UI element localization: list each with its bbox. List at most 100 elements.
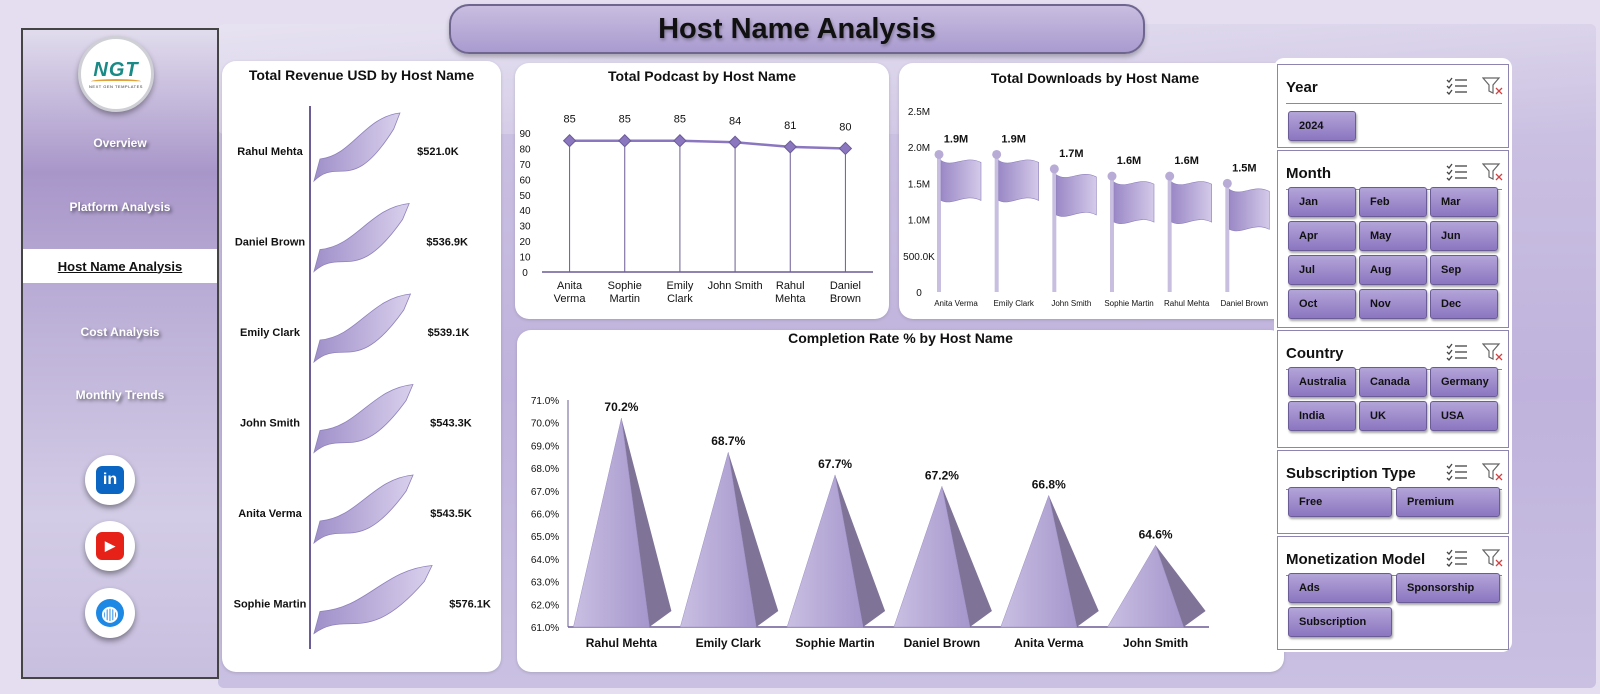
slicer-item-jan[interactable]: Jan xyxy=(1288,187,1356,217)
podcast-y-tick: 20 xyxy=(519,237,531,248)
slicer-item-sep[interactable]: Sep xyxy=(1430,255,1498,285)
slicer-item-2024[interactable]: 2024 xyxy=(1288,111,1356,141)
clear-filter-icon[interactable] xyxy=(1482,77,1504,95)
slicer-item-jul[interactable]: Jul xyxy=(1288,255,1356,285)
slicer-item-germany[interactable]: Germany xyxy=(1430,367,1498,397)
nav-item-platform-analysis[interactable]: Platform Analysis xyxy=(69,200,171,214)
completion-bar xyxy=(893,485,971,628)
linkedin-icon: in xyxy=(96,466,124,494)
completion-chart-title: Completion Rate % by Host Name xyxy=(788,330,1013,346)
podcast-data-label: 81 xyxy=(784,120,796,132)
completion-chart: 71.0% 70.0% 69.0% 68.0% 67.0% 66.0% 65.0% 64.0%… xyxy=(531,396,1209,650)
slicer-item-ads[interactable]: Ads xyxy=(1288,573,1392,603)
clear-filter-icon[interactable] xyxy=(1482,163,1504,181)
completion-y-tick: 65.0% xyxy=(531,532,559,543)
downloads-pole-cap xyxy=(1222,178,1232,188)
podcast-y-tick: 30 xyxy=(519,222,531,233)
slicer-item-feb[interactable]: Feb xyxy=(1359,187,1427,217)
completion-x-tick: Anita Verma xyxy=(1014,636,1084,650)
slicer-item-mar[interactable]: Mar xyxy=(1430,187,1498,217)
slicer-item-australia[interactable]: Australia xyxy=(1288,367,1356,397)
podcast-x-tick: Brown xyxy=(830,293,861,305)
podcast-point xyxy=(562,134,577,148)
linkedin-button[interactable]: in xyxy=(85,455,135,505)
slicer-item-uk[interactable]: UK xyxy=(1359,401,1427,431)
podcast-x-tick: Martin xyxy=(609,293,640,305)
revenue-data-label: $539.1K xyxy=(428,327,470,339)
nav-item-monthly-trends[interactable]: Monthly Trends xyxy=(75,388,165,402)
multi-select-icon[interactable] xyxy=(1446,343,1468,361)
podcast-y-tick: 70 xyxy=(519,160,531,171)
slicer-month-title: Month xyxy=(1286,165,1331,182)
downloads-x-tick: Sophie Martin xyxy=(1104,299,1153,308)
website-button[interactable]: ◍ xyxy=(85,588,135,638)
completion-bar-side xyxy=(621,418,672,627)
slicer-item-may[interactable]: May xyxy=(1359,221,1427,251)
completion-data-label: 66.8% xyxy=(1032,477,1066,491)
slicer-item-subscription[interactable]: Subscription xyxy=(1288,607,1392,637)
podcast-x-tick: Emily xyxy=(666,280,693,292)
multi-select-icon[interactable] xyxy=(1446,549,1468,567)
revenue-bar xyxy=(313,293,412,364)
nav-item-cost-analysis[interactable]: Cost Analysis xyxy=(80,325,160,339)
slicer-year-title: Year xyxy=(1286,79,1318,96)
revenue-category-label: Daniel Brown xyxy=(235,237,306,249)
multi-select-icon[interactable] xyxy=(1446,163,1468,181)
downloads-y-tick: 500.0K xyxy=(903,252,935,263)
revenue-category-label: Rahul Mehta xyxy=(237,146,303,158)
multi-select-icon[interactable] xyxy=(1446,463,1468,481)
podcast-y-tick: 80 xyxy=(519,144,531,155)
podcast-x-tick: Mehta xyxy=(775,293,806,305)
revenue-data-label: $536.9K xyxy=(426,237,468,249)
slicer-item-aug[interactable]: Aug xyxy=(1359,255,1427,285)
revenue-data-label: $543.5K xyxy=(430,508,472,520)
slicer-item-nov[interactable]: Nov xyxy=(1359,289,1427,319)
clear-filter-icon[interactable] xyxy=(1482,343,1504,361)
slicer-subscription-type: Subscription Type Free Premium xyxy=(1277,450,1509,534)
clear-filter-icon[interactable] xyxy=(1482,463,1504,481)
completion-bar xyxy=(786,474,864,628)
nav-item-overview[interactable]: Overview xyxy=(93,136,147,150)
completion-y-tick: 61.0% xyxy=(531,623,559,634)
slicer-item-india[interactable]: India xyxy=(1288,401,1356,431)
slicer-item-apr[interactable]: Apr xyxy=(1288,221,1356,251)
slicer-item-free[interactable]: Free xyxy=(1288,487,1392,517)
downloads-bar xyxy=(1113,181,1155,224)
revenue-bar xyxy=(313,384,414,454)
slicer-monetization-model: Monetization Model Ads Sponsorship Subscri… xyxy=(1277,536,1509,650)
podcast-y-tick: 40 xyxy=(519,206,531,217)
downloads-x-tick: Anita Verma xyxy=(934,299,978,308)
revenue-chart-title: Total Revenue USD by Host Name xyxy=(248,67,475,83)
podcast-x-tick: Clark xyxy=(667,293,693,305)
completion-bar-side xyxy=(1155,545,1206,627)
downloads-y-tick: 0 xyxy=(916,288,922,299)
downloads-pole-cap xyxy=(992,149,1002,159)
downloads-pole-cap xyxy=(1107,171,1117,181)
slicer-item-sponsorship[interactable]: Sponsorship xyxy=(1396,573,1500,603)
podcast-y-tick: 10 xyxy=(519,253,531,264)
nav-item-host-name-analysis[interactable]: Host Name Analysis xyxy=(23,249,217,283)
multi-select-icon[interactable] xyxy=(1446,77,1468,95)
podcast-y-tick: 50 xyxy=(519,191,531,202)
youtube-button[interactable]: ▶ xyxy=(85,521,135,571)
podcast-x-tick: Anita xyxy=(557,280,583,292)
podcast-y-tick: 60 xyxy=(519,175,531,186)
slicer-item-usa[interactable]: USA xyxy=(1430,401,1498,431)
completion-x-tick: Daniel Brown xyxy=(904,636,981,650)
podcast-point xyxy=(673,134,687,148)
revenue-chart-card: Total Revenue USD by Host Name Rahul Meh… xyxy=(222,61,501,672)
podcast-point xyxy=(728,135,742,149)
revenue-category-label: Anita Verma xyxy=(238,508,302,520)
completion-x-tick: Emily Clark xyxy=(696,636,762,650)
slicer-item-dec[interactable]: Dec xyxy=(1430,289,1498,319)
podcast-x-tick: Verma xyxy=(554,293,587,305)
revenue-bar xyxy=(313,565,433,635)
clear-filter-icon[interactable] xyxy=(1482,549,1504,567)
slicer-item-jun[interactable]: Jun xyxy=(1430,221,1498,251)
podcast-data-label: 85 xyxy=(563,114,575,126)
slicer-item-canada[interactable]: Canada xyxy=(1359,367,1427,397)
slicer-item-oct[interactable]: Oct xyxy=(1288,289,1356,319)
youtube-icon: ▶ xyxy=(96,532,124,560)
revenue-bar xyxy=(313,112,401,183)
slicer-item-premium[interactable]: Premium xyxy=(1396,487,1500,517)
